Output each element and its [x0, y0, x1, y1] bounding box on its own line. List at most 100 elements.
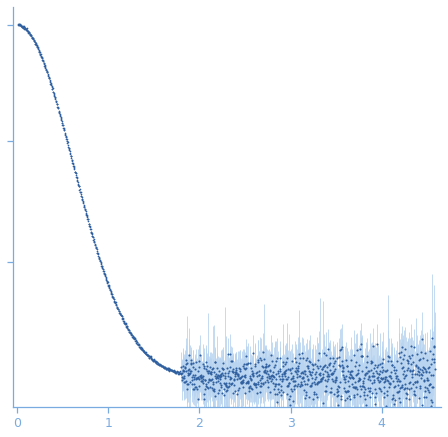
- Point: [332, 357, 339, 364]
- Point: [61, 131, 69, 138]
- Point: [213, 371, 220, 378]
- Point: [413, 384, 420, 391]
- Point: [173, 368, 181, 375]
- Point: [36, 49, 43, 55]
- Point: [26, 32, 34, 39]
- Point: [253, 368, 260, 375]
- Point: [322, 388, 329, 395]
- Point: [291, 386, 298, 393]
- Point: [75, 181, 82, 188]
- Point: [378, 375, 385, 382]
- Point: [194, 375, 201, 382]
- Point: [410, 387, 417, 394]
- Point: [108, 290, 115, 297]
- Point: [311, 361, 318, 368]
- Point: [403, 385, 410, 392]
- Point: [337, 392, 345, 399]
- Point: [239, 383, 246, 390]
- Point: [153, 360, 160, 367]
- Point: [358, 385, 365, 392]
- Point: [159, 362, 166, 369]
- Point: [393, 373, 400, 380]
- Point: [401, 345, 409, 352]
- Point: [238, 379, 245, 386]
- Point: [262, 366, 269, 373]
- Point: [21, 25, 28, 32]
- Point: [76, 186, 83, 193]
- Point: [355, 377, 362, 384]
- Point: [272, 371, 279, 378]
- Point: [252, 383, 259, 390]
- Point: [182, 364, 189, 371]
- Point: [213, 373, 220, 380]
- Point: [136, 344, 143, 351]
- Point: [205, 377, 212, 384]
- Point: [365, 367, 372, 374]
- Point: [189, 380, 196, 387]
- Point: [413, 377, 420, 384]
- Point: [246, 384, 253, 391]
- Point: [157, 362, 164, 369]
- Point: [93, 246, 100, 253]
- Point: [161, 364, 168, 371]
- Point: [277, 391, 284, 398]
- Point: [138, 346, 145, 353]
- Point: [265, 371, 272, 378]
- Point: [382, 376, 389, 383]
- Point: [414, 350, 421, 357]
- Point: [199, 379, 206, 386]
- Point: [138, 345, 145, 352]
- Point: [92, 242, 99, 249]
- Point: [98, 260, 105, 267]
- Point: [382, 367, 389, 374]
- Point: [55, 105, 62, 112]
- Point: [425, 388, 432, 395]
- Point: [295, 363, 302, 370]
- Point: [159, 362, 166, 369]
- Point: [237, 374, 244, 381]
- Point: [349, 374, 357, 381]
- Point: [72, 171, 79, 178]
- Point: [67, 153, 74, 160]
- Point: [207, 368, 215, 375]
- Point: [111, 298, 118, 305]
- Point: [428, 399, 435, 406]
- Point: [162, 364, 169, 371]
- Point: [291, 378, 298, 385]
- Point: [150, 356, 157, 363]
- Point: [181, 365, 188, 372]
- Point: [270, 363, 277, 370]
- Point: [103, 276, 110, 283]
- Point: [81, 203, 88, 210]
- Point: [301, 370, 308, 377]
- Point: [242, 364, 249, 371]
- Point: [329, 354, 336, 361]
- Point: [370, 379, 377, 386]
- Point: [366, 394, 373, 401]
- Point: [375, 370, 383, 377]
- Point: [426, 364, 433, 371]
- Point: [160, 365, 168, 372]
- Point: [363, 358, 370, 365]
- Point: [157, 361, 164, 368]
- Point: [123, 323, 130, 330]
- Point: [146, 352, 153, 359]
- Point: [137, 343, 144, 350]
- Point: [287, 370, 294, 377]
- Point: [62, 132, 69, 139]
- Point: [176, 369, 183, 376]
- Point: [50, 89, 57, 96]
- Point: [89, 233, 96, 240]
- Point: [17, 22, 25, 29]
- Point: [18, 24, 25, 31]
- Point: [268, 372, 275, 379]
- Point: [90, 236, 97, 243]
- Point: [143, 350, 150, 357]
- Point: [140, 347, 147, 354]
- Point: [272, 381, 279, 388]
- Point: [383, 402, 390, 409]
- Point: [121, 319, 128, 326]
- Point: [297, 380, 304, 387]
- Point: [250, 350, 257, 357]
- Point: [219, 372, 226, 379]
